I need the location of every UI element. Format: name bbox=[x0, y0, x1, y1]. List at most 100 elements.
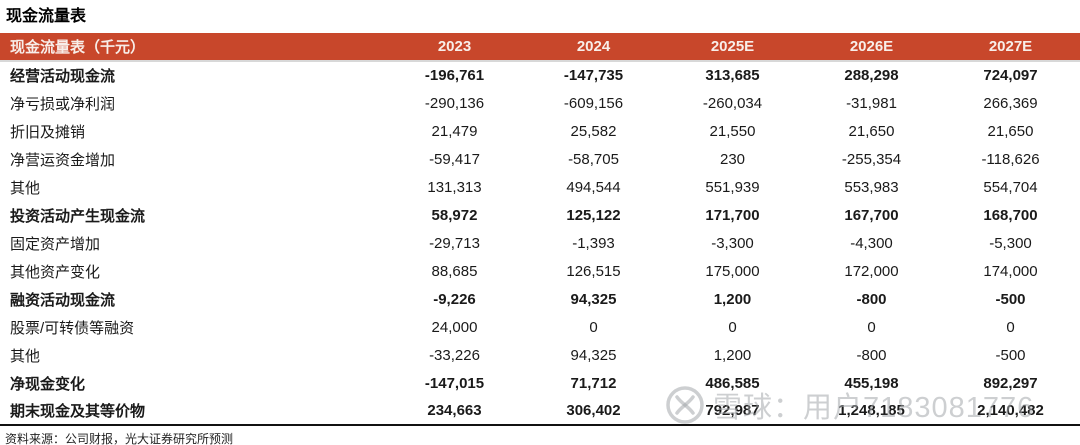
row-label: 其他 bbox=[10, 179, 41, 197]
table-row: 其他 131,313 494,544 551,939 553,983 554,704 bbox=[0, 173, 1080, 201]
cell-value: -290,136 bbox=[424, 94, 485, 112]
cell-value: -31,981 bbox=[846, 94, 897, 112]
row-label: 股票/可转债等融资 bbox=[10, 319, 135, 337]
source-note: 资料来源：公司财报，光大证券研究所预测 bbox=[5, 432, 234, 445]
cell-value: -118,626 bbox=[981, 150, 1040, 168]
table-row: 其他 -33,226 94,325 1,200 -800 -500 bbox=[0, 341, 1080, 369]
header-label: 现金流量表（千元） bbox=[0, 33, 385, 62]
cell-value: 313,685 bbox=[705, 67, 760, 84]
cell-value: 126,515 bbox=[566, 262, 621, 280]
header-year-2023: 2023 bbox=[385, 33, 524, 62]
row-label: 固定资产增加 bbox=[10, 235, 101, 253]
cell-value: 1,248,185 bbox=[802, 397, 941, 426]
cell-value: -500 bbox=[995, 290, 1026, 308]
cell-value: -609,156 bbox=[563, 94, 624, 112]
cell-value: 724,097 bbox=[983, 67, 1038, 84]
cell-value: -3,300 bbox=[711, 234, 754, 252]
cell-value: 892,297 bbox=[983, 374, 1038, 392]
cell-value: -33,226 bbox=[429, 346, 480, 364]
cell-value: 174,000 bbox=[983, 262, 1038, 280]
cell-value: -500 bbox=[995, 346, 1026, 364]
row-label: 净现金变化 bbox=[10, 375, 86, 393]
row-label: 折旧及摊销 bbox=[10, 123, 86, 141]
row-label: 期末现金及其等价物 bbox=[0, 397, 385, 426]
cell-value: 0 bbox=[867, 318, 876, 336]
cell-value: 88,685 bbox=[431, 262, 478, 280]
cell-value: 2,140,482 bbox=[941, 397, 1080, 426]
cell-value: 0 bbox=[728, 318, 737, 336]
cell-value: 131,313 bbox=[427, 178, 482, 196]
cell-value: -800 bbox=[856, 346, 887, 364]
cell-value: 0 bbox=[589, 318, 598, 336]
cell-value: -5,300 bbox=[989, 234, 1032, 252]
cell-value: 554,704 bbox=[983, 178, 1038, 196]
header-year-2026e: 2026E bbox=[802, 33, 941, 62]
header-year-2025e: 2025E bbox=[663, 33, 802, 62]
cell-value: 230 bbox=[719, 150, 746, 168]
page-title: 现金流量表 bbox=[6, 8, 87, 25]
cell-value: 125,122 bbox=[566, 206, 621, 224]
cell-value: 171,700 bbox=[705, 206, 760, 224]
cell-value: 71,712 bbox=[570, 374, 617, 392]
row-label: 净亏损或净利润 bbox=[10, 95, 116, 113]
row-label: 净营运资金增加 bbox=[10, 151, 116, 169]
row-label: 投资活动产生现金流 bbox=[10, 207, 146, 225]
cell-value: -9,226 bbox=[433, 290, 476, 308]
row-label: 其他 bbox=[10, 347, 41, 365]
table-header-row: 现金流量表（千元） 2023 2024 2025E 2026E 2027E bbox=[0, 33, 1080, 62]
table-row: 净营运资金增加 -59,417 -58,705 230 -255,354 -118,626 bbox=[0, 145, 1080, 173]
cell-value: 306,402 bbox=[524, 397, 663, 426]
cell-value: -1,393 bbox=[572, 234, 615, 252]
table-body: 经营活动现金流 -196,761 -147,735 313,685 288,298 724… bbox=[0, 61, 1080, 426]
cell-value: 172,000 bbox=[844, 262, 899, 280]
cell-value: -58,705 bbox=[568, 150, 619, 168]
table-row: 经营活动现金流 -196,761 -147,735 313,685 288,298 724… bbox=[0, 61, 1080, 89]
cell-value: 21,650 bbox=[848, 122, 895, 140]
cashflow-table: 现金流量表（千元） 2023 2024 2025E 2026E 2027E 经营… bbox=[0, 33, 1080, 426]
cell-value: -260,034 bbox=[702, 94, 763, 112]
cell-value: -59,417 bbox=[429, 150, 480, 168]
cell-value: 167,700 bbox=[844, 206, 899, 224]
cell-value: 486,585 bbox=[705, 374, 760, 392]
cell-value: 494,544 bbox=[566, 178, 621, 196]
cell-value: 168,700 bbox=[983, 206, 1038, 224]
cell-value: 21,550 bbox=[709, 122, 756, 140]
cell-value: 58,972 bbox=[431, 206, 478, 224]
cell-value: 792,987 bbox=[663, 397, 802, 426]
cell-value: -4,300 bbox=[850, 234, 893, 252]
table-row: 投资活动产生现金流 58,972 125,122 171,700 167,700 168,… bbox=[0, 201, 1080, 229]
cell-value: -196,761 bbox=[424, 67, 485, 84]
table-row: 折旧及摊销 21,479 25,582 21,550 21,650 21,650 bbox=[0, 117, 1080, 145]
table-row: 期末现金及其等价物 234,663 306,402 792,987 1,248,185 2… bbox=[0, 397, 1080, 426]
cell-value: 175,000 bbox=[705, 262, 760, 280]
cell-value: -147,735 bbox=[563, 67, 624, 84]
cell-value: -29,713 bbox=[429, 234, 480, 252]
cell-value: 25,582 bbox=[570, 122, 617, 140]
cell-value: 94,325 bbox=[570, 346, 617, 364]
cell-value: -255,354 bbox=[841, 150, 902, 168]
cell-value: 455,198 bbox=[844, 374, 899, 392]
cell-value: 234,663 bbox=[385, 397, 524, 426]
cell-value: 266,369 bbox=[983, 94, 1038, 112]
cell-value: 1,200 bbox=[713, 346, 752, 364]
cell-value: -800 bbox=[856, 290, 887, 308]
cell-value: 94,325 bbox=[570, 290, 617, 308]
cell-value: 0 bbox=[1006, 318, 1015, 336]
cell-value: -147,015 bbox=[424, 374, 485, 392]
row-label: 其他资产变化 bbox=[10, 263, 101, 281]
table-row: 融资活动现金流 -9,226 94,325 1,200 -800 -500 bbox=[0, 285, 1080, 313]
table-row: 其他资产变化 88,685 126,515 175,000 172,000 174,000 bbox=[0, 257, 1080, 285]
cell-value: 1,200 bbox=[713, 290, 752, 308]
cell-value: 24,000 bbox=[431, 318, 478, 336]
table-row: 股票/可转债等融资 24,000 0 0 0 0 bbox=[0, 313, 1080, 341]
row-label: 融资活动现金流 bbox=[10, 291, 116, 309]
header-year-2027e: 2027E bbox=[941, 33, 1080, 62]
cell-value: 21,650 bbox=[987, 122, 1034, 140]
table-row: 固定资产增加 -29,713 -1,393 -3,300 -4,300 -5,300 bbox=[0, 229, 1080, 257]
header-year-2024: 2024 bbox=[524, 33, 663, 62]
row-label: 经营活动现金流 bbox=[10, 68, 116, 85]
cell-value: 21,479 bbox=[431, 122, 478, 140]
cell-value: 288,298 bbox=[844, 67, 899, 84]
table-row: 净亏损或净利润 -290,136 -609,156 -260,034 -31,981 26… bbox=[0, 89, 1080, 117]
